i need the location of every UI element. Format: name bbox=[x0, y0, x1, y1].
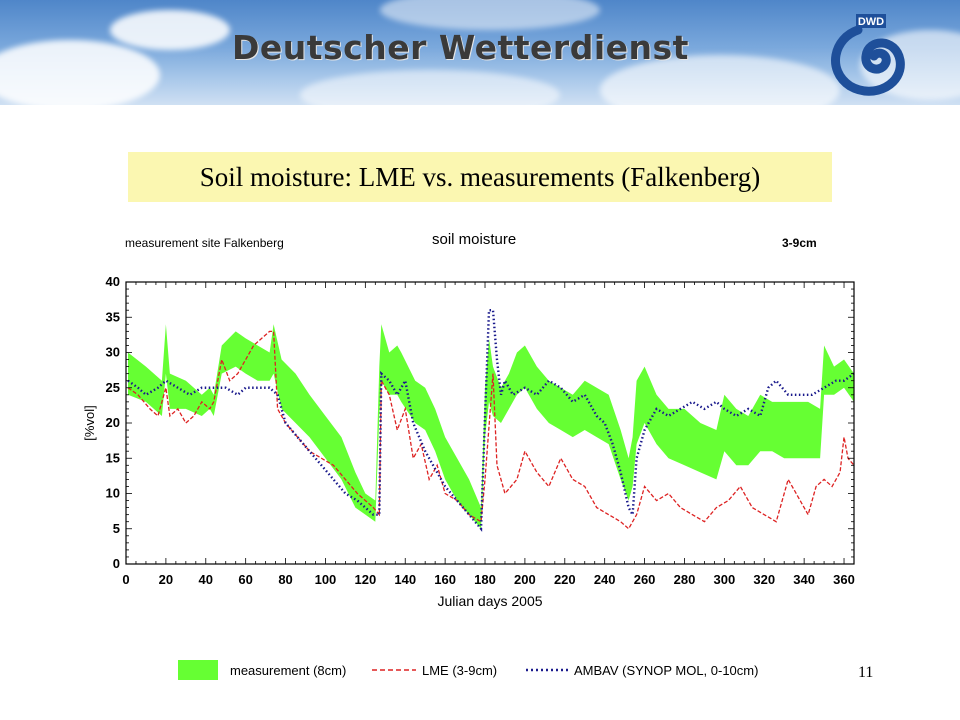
axis-ticks: 0 20 40 60 80 100 120 140 160 180 200 220 240 260 280 3… bbox=[106, 274, 855, 587]
header-banner: Deutscher Wetterdienst DWD bbox=[0, 0, 960, 105]
depth-label: 3-9cm bbox=[782, 236, 817, 250]
soil-moisture-chart: measurement site Falkenberg soil moistur… bbox=[82, 231, 855, 609]
x-tick-label: 340 bbox=[793, 572, 815, 587]
y-tick-label: 25 bbox=[106, 380, 120, 395]
brand-name: Deutscher Wetterdienst bbox=[232, 28, 689, 67]
y-tick-label: 20 bbox=[106, 415, 120, 430]
x-axis-label: Julian days 2005 bbox=[437, 593, 542, 609]
x-tick-label: 260 bbox=[634, 572, 656, 587]
legend-label-ambav: AMBAV (SYNOP MOL, 0-10cm) bbox=[574, 663, 758, 678]
x-tick-label: 60 bbox=[238, 572, 252, 587]
legend-label-lme: LME (3-9cm) bbox=[422, 663, 497, 678]
series-lme-line bbox=[127, 330, 855, 530]
x-tick-label: 20 bbox=[159, 572, 173, 587]
cloud-decoration bbox=[380, 0, 600, 30]
x-tick-label: 0 bbox=[122, 572, 129, 587]
x-tick-label: 220 bbox=[554, 572, 576, 587]
y-axis-label: [%vol] bbox=[82, 405, 97, 440]
x-tick-label: 280 bbox=[674, 572, 696, 587]
y-tick-label: 5 bbox=[113, 521, 120, 536]
site-label: measurement site Falkenberg bbox=[125, 236, 284, 250]
slide-title-box: Soil moisture: LME vs. measurements (Fal… bbox=[128, 152, 832, 202]
page-number: 11 bbox=[858, 664, 874, 681]
dwd-spiral-logo-icon: DWD bbox=[831, 14, 905, 96]
y-tick-label: 35 bbox=[106, 309, 120, 324]
y-tick-label: 30 bbox=[106, 345, 120, 360]
legend-swatch-measurement bbox=[178, 660, 218, 680]
legend-label-measurement: measurement (8cm) bbox=[230, 663, 346, 678]
cloud-decoration bbox=[110, 10, 230, 50]
plot-layer bbox=[127, 308, 855, 532]
y-tick-label: 10 bbox=[106, 486, 120, 501]
cloud-decoration bbox=[300, 70, 560, 105]
x-tick-label: 120 bbox=[354, 572, 376, 587]
chart-legend: measurement (8cm) LME (3-9cm) AMBAV (SYN… bbox=[178, 660, 758, 680]
x-tick-label: 180 bbox=[474, 572, 496, 587]
slide-title: Soil moisture: LME vs. measurements (Fal… bbox=[199, 161, 761, 192]
x-tick-label: 100 bbox=[315, 572, 337, 587]
cloud-decoration bbox=[0, 40, 160, 105]
x-tick-label: 80 bbox=[278, 572, 292, 587]
x-tick-label: 300 bbox=[714, 572, 736, 587]
y-tick-label: 15 bbox=[106, 450, 120, 465]
chart-title: soil moisture bbox=[432, 231, 516, 248]
x-tick-label: 240 bbox=[594, 572, 616, 587]
x-tick-label: 160 bbox=[434, 572, 456, 587]
logo-text: DWD bbox=[858, 16, 884, 28]
y-tick-label: 0 bbox=[113, 556, 120, 571]
x-tick-label: 320 bbox=[753, 572, 775, 587]
x-tick-label: 360 bbox=[833, 572, 855, 587]
x-tick-label: 200 bbox=[514, 572, 536, 587]
series-measurement-band bbox=[127, 324, 855, 529]
cloud-decoration bbox=[600, 55, 840, 105]
x-tick-label: 140 bbox=[394, 572, 416, 587]
x-tick-label: 40 bbox=[199, 572, 213, 587]
y-tick-label: 40 bbox=[106, 274, 120, 289]
